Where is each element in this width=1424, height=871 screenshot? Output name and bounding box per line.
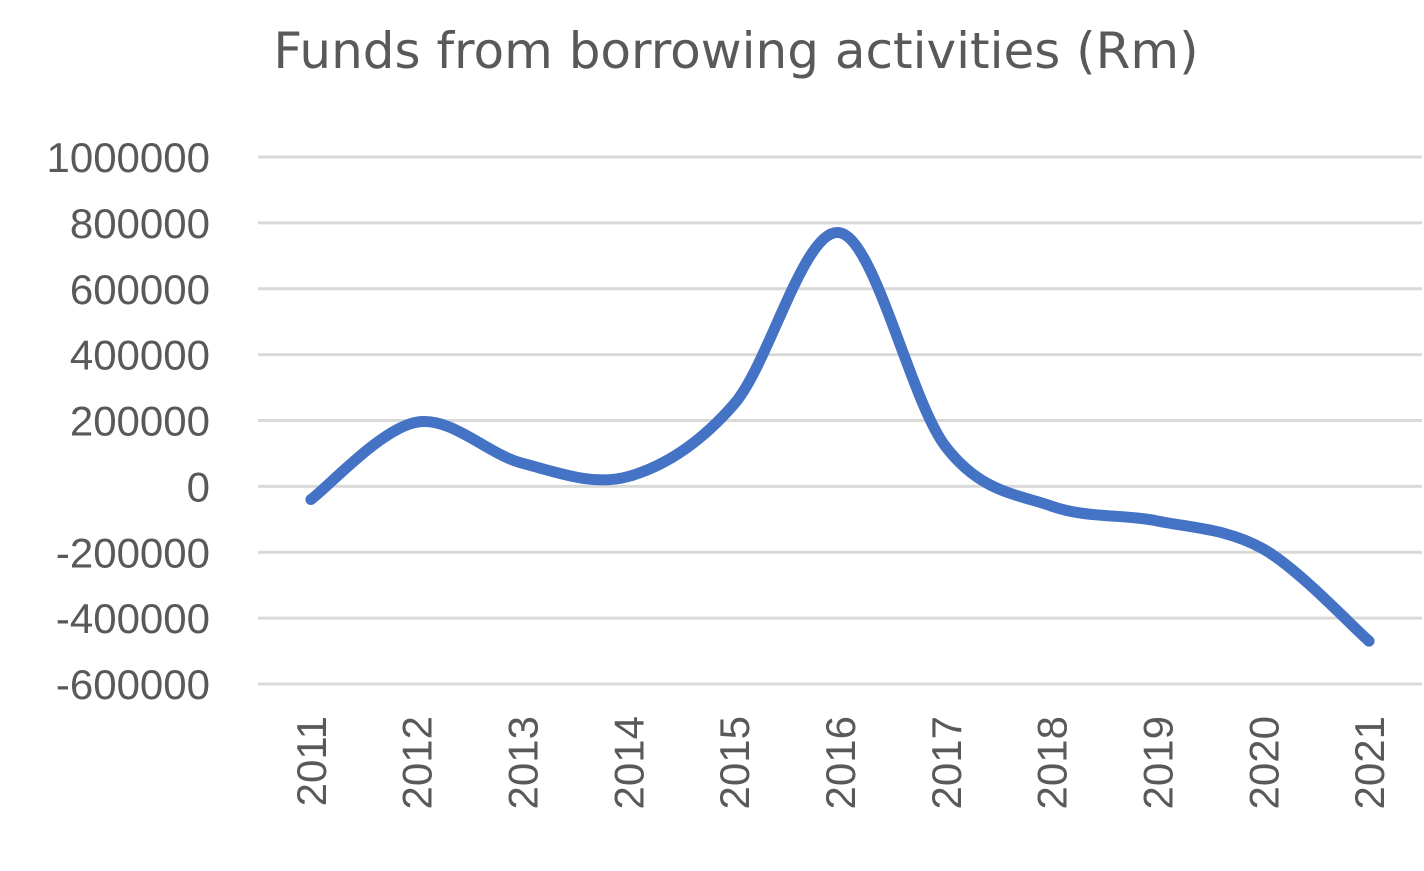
x-tick-label: 2012 [394,716,441,809]
chart-title: Funds from borrowing activities (Rm) [273,22,1198,80]
series-line [305,227,1375,647]
y-tick-label: 800000 [70,200,210,247]
y-tick-label: -400000 [56,595,210,642]
y-tick-label: 1000000 [46,134,210,181]
y-tick-label: 400000 [70,332,210,379]
y-tick-label: 200000 [70,398,210,445]
x-tick-label: 2019 [1134,716,1181,809]
x-axis-tick-labels: 2011 2012 2013 2014 2015 2016 2017 2018 2019 2020… [288,716,1393,809]
y-axis-tick-labels: 1000000 800000 600000 400000 200000 0 -200000 -… [46,134,210,708]
y-tick-label: 0 [187,463,210,510]
y-tick-label: 600000 [70,266,210,313]
x-tick-label: 2014 [605,716,652,809]
y-tick-label: -200000 [56,529,210,576]
y-tick-label: -600000 [56,661,210,708]
x-tick-label: 2017 [923,716,970,809]
x-tick-label: 2021 [1346,716,1393,809]
series-layer [305,227,1375,647]
x-tick-label: 2011 [288,716,335,806]
x-tick-label: 2018 [1029,716,1076,809]
x-tick-label: 2016 [817,716,864,809]
x-tick-label: 2013 [500,716,547,809]
gridlines [258,155,1422,686]
x-tick-label: 2020 [1240,716,1287,809]
x-tick-label: 2015 [711,716,758,809]
